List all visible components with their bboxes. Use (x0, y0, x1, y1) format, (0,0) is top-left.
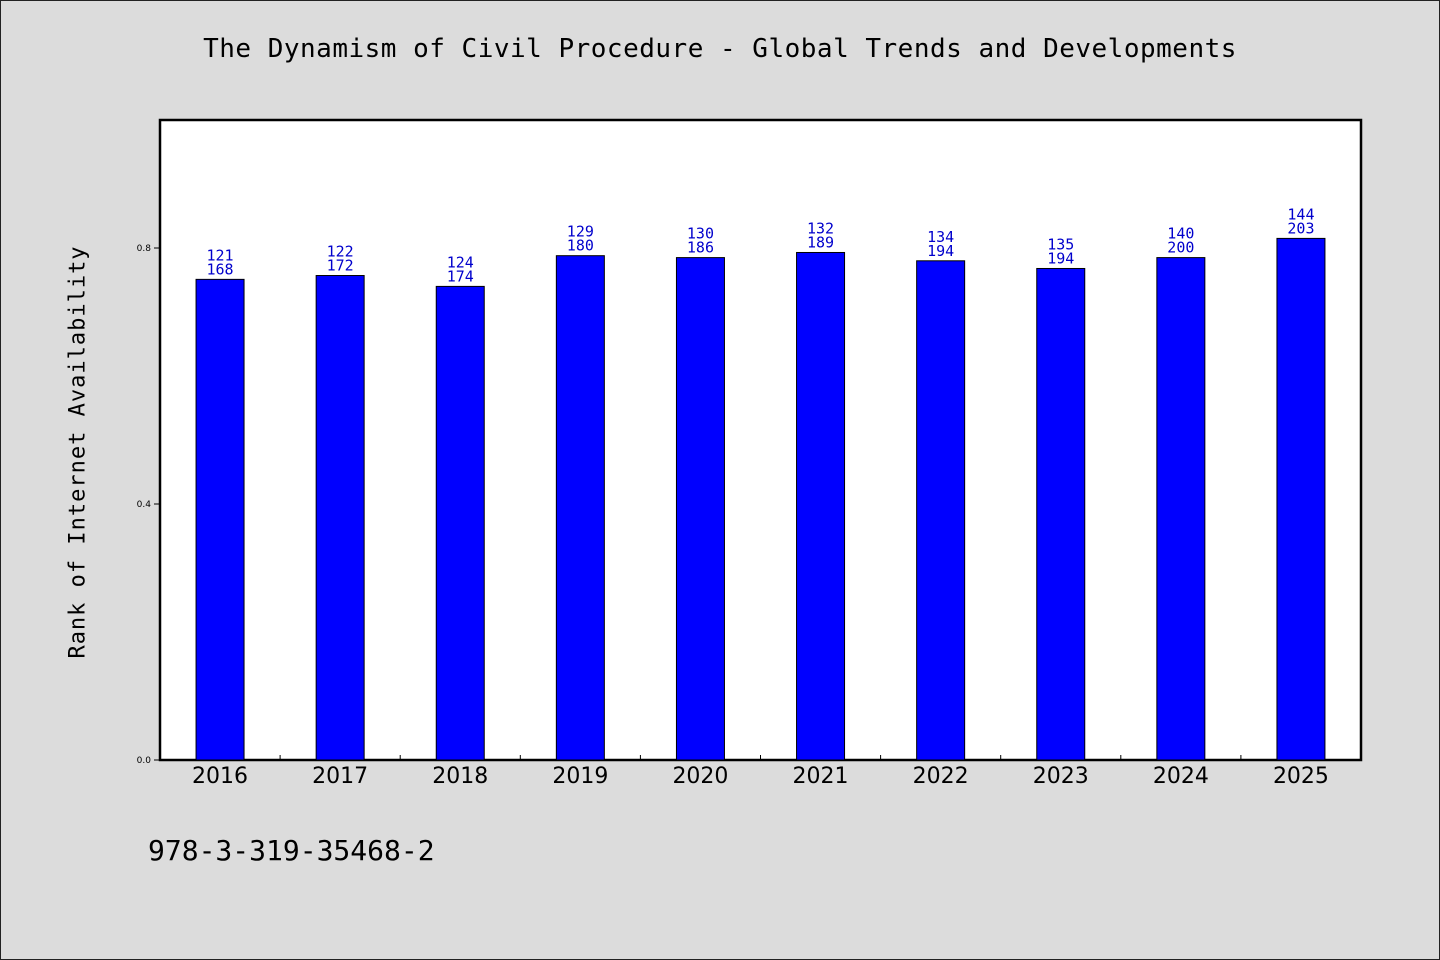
x-tick-label-2016: 2016 (192, 764, 248, 789)
bar-2017 (315, 275, 365, 761)
bar-label-lower-2024: 200 (1167, 239, 1194, 257)
bar-label-lower-2017: 172 (327, 257, 354, 275)
bar-label-lower-2023: 194 (1047, 249, 1074, 267)
bar-label-lower-2025: 203 (1287, 219, 1314, 237)
bar-2018 (435, 285, 485, 761)
isbn-text: 978-3-319-35468-2 (148, 834, 435, 867)
bar-2020 (675, 257, 725, 761)
bar-label-upper-2023: 135 (1047, 235, 1074, 253)
bar-label-upper-2017: 122 (327, 243, 354, 261)
bar-2024 (1156, 257, 1206, 761)
bar-label-upper-2022: 134 (927, 228, 954, 246)
bar-label-upper-2025: 144 (1287, 205, 1314, 223)
bar-label-upper-2020: 130 (687, 225, 714, 243)
x-tick-label-2017: 2017 (312, 764, 368, 789)
bar-label-upper-2016: 121 (207, 246, 234, 264)
bar-label-lower-2020: 186 (687, 239, 714, 257)
x-tick-label-2022: 2022 (913, 764, 969, 789)
y-axis: 0.0 0.4 0.8 (137, 244, 160, 766)
bar-label-upper-2024: 140 (1167, 225, 1194, 243)
x-tick-label-2023: 2023 (1033, 764, 1089, 789)
x-tick-label-2020: 2020 (672, 764, 728, 789)
x-tick-label-2021: 2021 (793, 764, 849, 789)
y-tick-label-0.8: 0.8 (137, 244, 152, 254)
bar-label-lower-2022: 194 (927, 242, 954, 260)
x-tick-label-2019: 2019 (552, 764, 608, 789)
bar-2021 (796, 251, 846, 761)
bar-label-lower-2018: 174 (447, 267, 474, 285)
bar-label-lower-2016: 168 (207, 260, 234, 278)
bar-2016 (195, 278, 245, 761)
bar-2019 (555, 255, 605, 761)
bar-label-upper-2021: 132 (807, 219, 834, 237)
bar-label-upper-2019: 129 (567, 223, 594, 241)
x-tick-label-2024: 2024 (1153, 764, 1209, 789)
bar-label-lower-2019: 180 (567, 237, 594, 255)
bar-2023 (1036, 267, 1086, 761)
x-tick-label-2025: 2025 (1273, 764, 1329, 789)
bar-2025 (1276, 237, 1326, 761)
x-tick-label-2018: 2018 (432, 764, 488, 789)
y-tick-label-0.0: 0.0 (137, 756, 152, 766)
bar-label-upper-2018: 124 (447, 253, 474, 271)
x-axis: 2016 2017 2018 2019 2020 2021 2022 2023 2024 2025 (192, 755, 1329, 789)
bar-2022 (916, 260, 966, 761)
chart-title: The Dynamism of Civil Procedure - Global… (203, 34, 1237, 64)
bar-label-lower-2021: 189 (807, 233, 834, 251)
y-tick-label-0.4: 0.4 (137, 500, 152, 510)
